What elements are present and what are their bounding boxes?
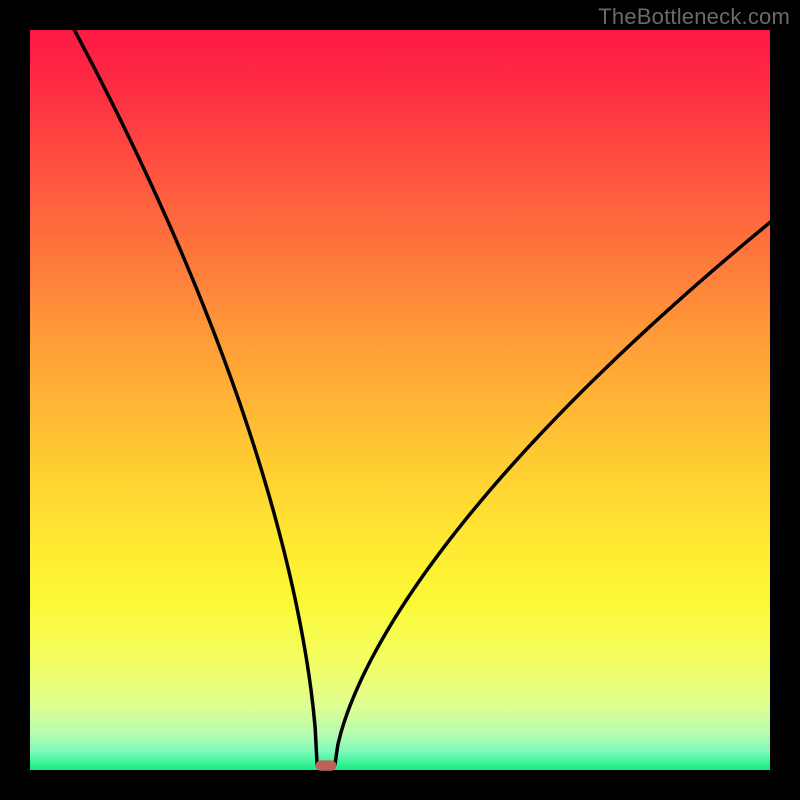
optimum-marker	[316, 760, 337, 770]
plot-background	[30, 30, 770, 770]
